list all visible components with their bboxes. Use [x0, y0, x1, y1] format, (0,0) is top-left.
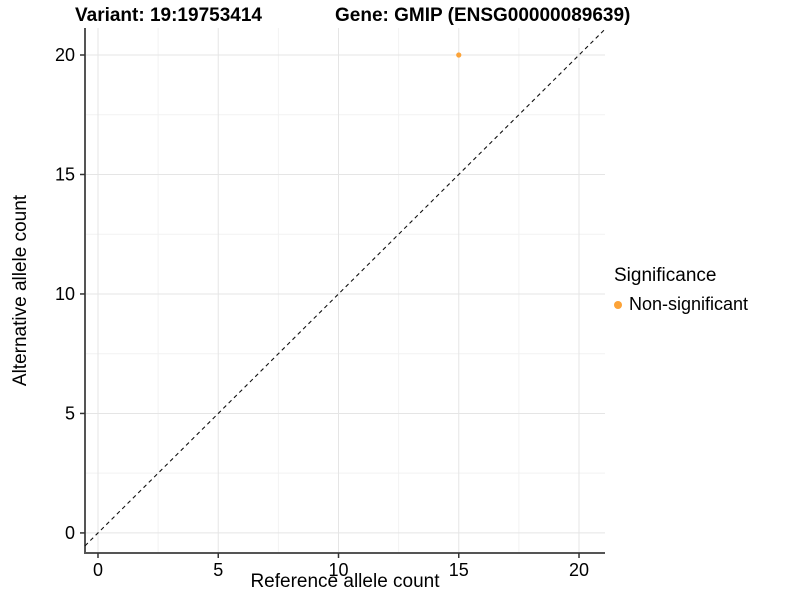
legend-title: Significance	[614, 265, 717, 286]
y-tick-label: 20	[55, 45, 75, 65]
data-point	[456, 52, 462, 58]
identity-line	[84, 28, 606, 547]
x-tick-label: 20	[569, 560, 589, 580]
legend-item: Non-significant	[614, 294, 748, 315]
y-axis-title: Alternative allele count	[10, 194, 31, 387]
y-tick-label: 10	[55, 284, 75, 304]
legend: Significance Non-significant	[614, 265, 748, 315]
legend-item-label: Non-significant	[629, 294, 749, 314]
x-tick-label: 0	[93, 560, 103, 580]
plot-title-variant: Variant: 19:19753414	[75, 5, 262, 26]
plot-title-gene: Gene: GMIP (ENSG00000089639)	[335, 5, 631, 26]
x-tick-label: 5	[213, 560, 223, 580]
legend-point-icon	[614, 300, 622, 309]
y-tick-label: 0	[65, 523, 75, 543]
x-tick-label: 15	[449, 560, 469, 580]
x-tick-label: 10	[328, 560, 348, 580]
y-tick-label: 15	[55, 164, 75, 184]
y-tick-label: 5	[65, 403, 75, 423]
x-axis-title: Reference allele count	[250, 571, 440, 592]
